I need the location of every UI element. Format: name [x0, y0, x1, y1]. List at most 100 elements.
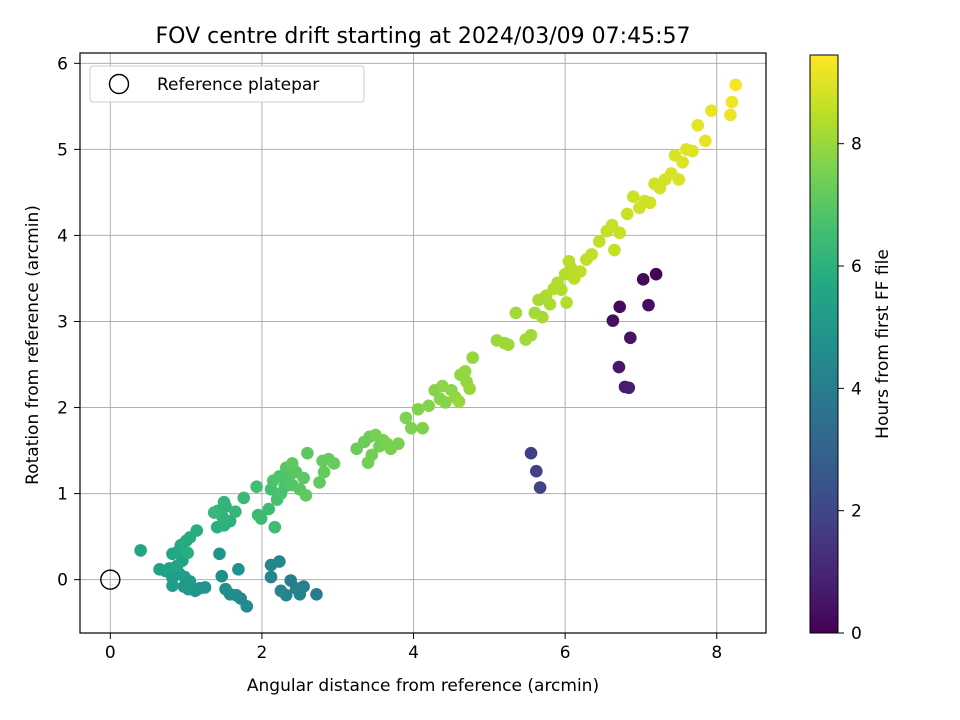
x-tick-label: 6	[560, 643, 571, 663]
data-point	[620, 207, 634, 221]
data-point	[636, 273, 650, 286]
data-point	[422, 399, 435, 413]
data-point	[624, 331, 637, 345]
data-point	[585, 248, 598, 261]
colorbar-tick-label: 2	[851, 502, 862, 522]
x-tick-label: 2	[257, 643, 268, 663]
data-point	[297, 471, 310, 485]
data-point	[229, 505, 242, 518]
data-point	[562, 254, 576, 268]
x-axis-ticks: 0 2 4 6 8	[105, 633, 722, 663]
data-point	[264, 570, 278, 584]
reference-platepar-marker	[100, 569, 121, 590]
colorbar-tick-label: 4	[851, 379, 862, 399]
data-point	[274, 584, 288, 598]
data-point	[463, 382, 476, 395]
data-point	[317, 465, 331, 479]
data-point	[416, 421, 429, 435]
data-point	[215, 569, 229, 583]
x-tick-label: 8	[711, 643, 722, 663]
data-point	[627, 190, 640, 204]
data-point	[254, 512, 268, 525]
x-axis-label: Angular distance from reference (arcmin)	[247, 676, 599, 696]
data-point	[530, 464, 543, 478]
data-point	[268, 520, 282, 534]
data-point	[724, 108, 737, 122]
y-tick-label: 0	[57, 571, 68, 591]
data-point	[612, 360, 626, 374]
data-point	[299, 489, 313, 502]
data-point	[436, 379, 449, 393]
data-point	[543, 297, 557, 311]
data-point	[686, 144, 699, 158]
data-point	[392, 437, 405, 450]
data-point	[316, 454, 329, 468]
data-point	[404, 421, 418, 435]
colorbar-tick-label: 0	[851, 624, 862, 644]
data-point	[250, 480, 263, 494]
data-point	[725, 95, 739, 109]
y-tick-label: 5	[57, 140, 68, 160]
data-point	[301, 446, 314, 460]
y-tick-label: 1	[57, 485, 68, 505]
data-point	[369, 428, 382, 442]
data-point	[676, 155, 689, 169]
data-point	[399, 411, 413, 425]
y-tick-label: 2	[57, 399, 68, 419]
data-point	[380, 437, 394, 450]
data-point	[207, 506, 221, 519]
data-point	[613, 300, 627, 314]
data-point	[622, 381, 636, 395]
colorbar-gradient	[809, 54, 839, 634]
data-point	[729, 78, 742, 92]
x-tick-label: 0	[105, 643, 116, 663]
data-point	[262, 502, 276, 516]
data-point	[313, 476, 326, 489]
legend-reference-marker	[108, 73, 130, 95]
data-point	[134, 544, 147, 557]
y-tick-label: 4	[57, 226, 68, 246]
data-point	[642, 298, 655, 312]
data-point	[672, 173, 686, 186]
data-point	[439, 396, 452, 409]
data-point	[524, 446, 538, 460]
data-point	[411, 402, 425, 416]
y-axis-ticks: 0 1 2 3 4 5 6	[57, 54, 80, 591]
colorbar-ticks: 0 2 4 6 8	[838, 135, 862, 644]
reference-marker	[100, 569, 121, 590]
data-point	[606, 314, 620, 327]
data-point	[536, 310, 549, 324]
data-point	[219, 582, 232, 596]
data-point	[293, 587, 307, 601]
data-point	[608, 243, 621, 257]
data-point	[555, 283, 568, 296]
chart-title: FOV centre drift starting at 2024/03/09 …	[156, 24, 691, 49]
data-point	[285, 457, 299, 470]
data-point	[605, 218, 619, 232]
data-point	[533, 481, 547, 494]
y-tick-label: 3	[57, 312, 68, 332]
legend-box	[89, 65, 365, 103]
x-tick-label: 4	[408, 643, 419, 663]
data-point	[190, 524, 204, 537]
data-point	[213, 547, 226, 561]
data-point	[327, 457, 341, 470]
y-tick-label: 6	[57, 54, 68, 74]
data-point	[613, 226, 627, 240]
data-point	[649, 267, 663, 281]
colorbar: 0 2 4 6 8 Hours from first FF file	[809, 54, 893, 644]
data-point	[509, 306, 523, 320]
data-point	[560, 296, 573, 309]
data-point	[153, 563, 166, 576]
data-point	[592, 235, 606, 248]
data-point	[458, 365, 472, 378]
data-point	[466, 351, 479, 364]
data-point	[365, 448, 379, 462]
data-point	[524, 328, 538, 342]
y-axis-label: Rotation from reference (arcmin)	[23, 205, 43, 485]
data-point	[501, 338, 515, 352]
data-point	[691, 118, 705, 132]
data-point	[310, 587, 323, 601]
data-point	[699, 134, 712, 148]
